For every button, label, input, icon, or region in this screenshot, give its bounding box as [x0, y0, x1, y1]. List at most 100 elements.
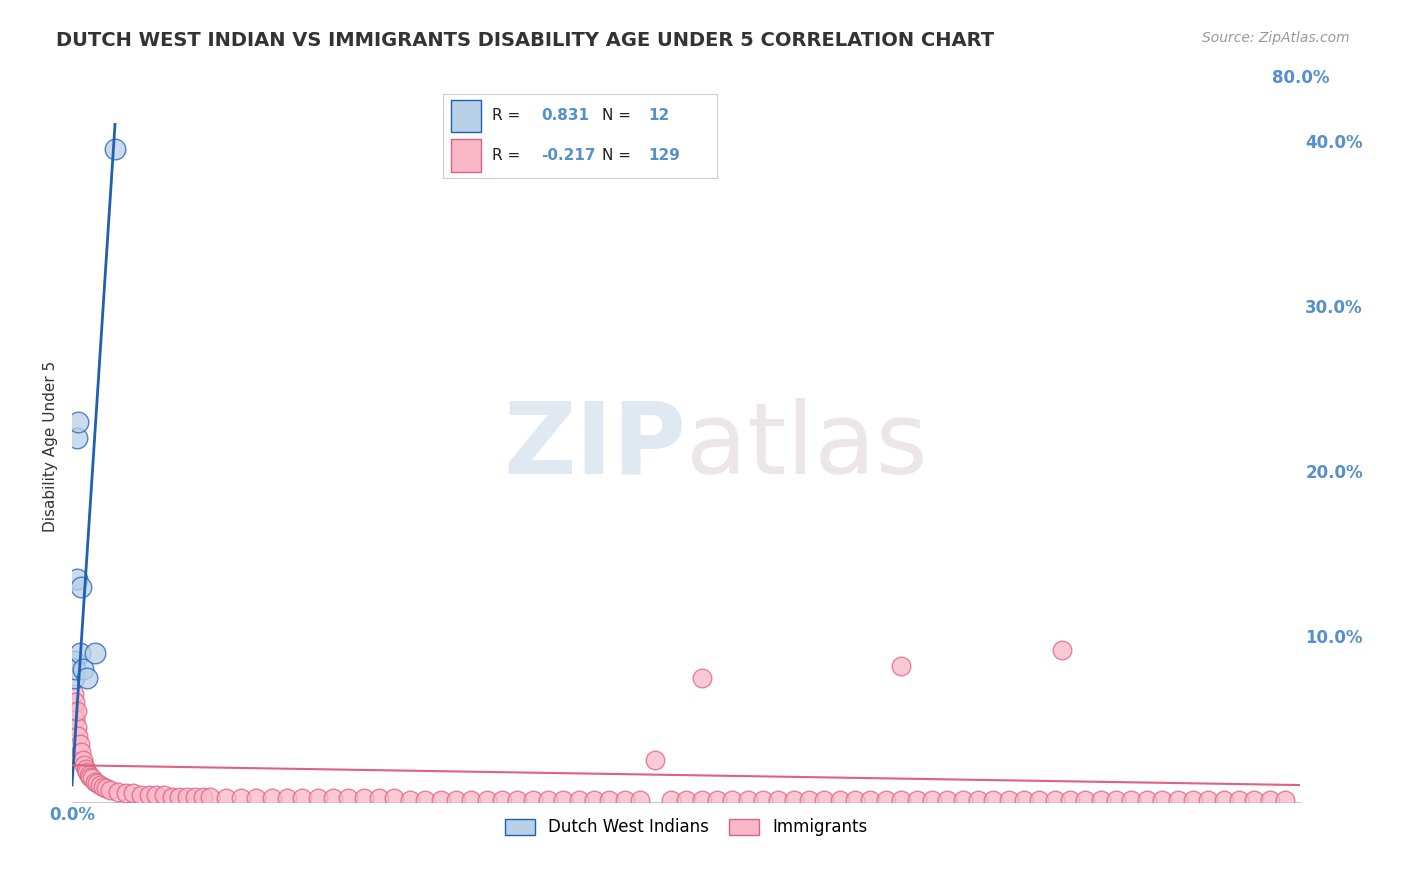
Point [107, 785, 129, 799]
Point [1243, 793, 1265, 807]
Point [1121, 793, 1143, 807]
Point [905, 793, 928, 807]
Text: 0.831: 0.831 [541, 108, 589, 123]
Point [875, 793, 897, 807]
Point [79, 770, 101, 784]
Point [444, 793, 467, 807]
Point [1052, 642, 1074, 657]
Point [936, 793, 959, 807]
Point [368, 791, 391, 805]
Point [73, 758, 96, 772]
Point [997, 793, 1019, 807]
Point [276, 791, 298, 805]
Point [153, 788, 176, 802]
Point [84, 774, 107, 789]
Point [184, 789, 207, 804]
Point [1212, 793, 1234, 807]
Point [429, 793, 451, 807]
Text: N =: N = [602, 108, 631, 123]
Point [72, 753, 94, 767]
Point [967, 793, 990, 807]
Point [89, 778, 111, 792]
Point [62, 687, 84, 701]
Point [63, 696, 86, 710]
Point [1227, 793, 1250, 807]
Point [491, 793, 513, 807]
Point [200, 789, 222, 804]
Point [398, 793, 420, 807]
Point [1136, 793, 1159, 807]
Text: DUTCH WEST INDIAN VS IMMIGRANTS DISABILITY AGE UNDER 5 CORRELATION CHART: DUTCH WEST INDIAN VS IMMIGRANTS DISABILI… [56, 31, 994, 50]
Point [245, 791, 267, 805]
Point [813, 793, 835, 807]
Point [75, 762, 97, 776]
Point [628, 793, 651, 807]
Point [86, 776, 108, 790]
Point [506, 793, 529, 807]
Point [706, 793, 728, 807]
Point [598, 793, 620, 807]
Point [675, 793, 697, 807]
Point [721, 793, 744, 807]
Point [145, 788, 167, 802]
Point [214, 791, 236, 805]
Point [737, 793, 759, 807]
Y-axis label: Disability Age Under 5: Disability Age Under 5 [44, 361, 58, 533]
Point [76, 764, 98, 779]
Text: N =: N = [602, 148, 631, 163]
Text: R =: R = [492, 108, 520, 123]
Point [229, 791, 252, 805]
Point [69, 737, 91, 751]
Point [522, 793, 544, 807]
Point [67, 729, 90, 743]
Point [70, 745, 93, 759]
Text: -0.217: -0.217 [541, 148, 596, 163]
Text: 12: 12 [648, 108, 669, 123]
Point [659, 793, 682, 807]
Point [384, 791, 406, 805]
Text: atlas: atlas [686, 398, 928, 495]
Point [169, 789, 191, 804]
Point [62, 704, 84, 718]
Point [65, 720, 87, 734]
Point [260, 791, 283, 805]
Point [553, 793, 575, 807]
Point [62, 654, 84, 668]
Point [69, 646, 91, 660]
Point [1043, 793, 1066, 807]
Point [568, 793, 591, 807]
Point [1167, 793, 1189, 807]
Point [413, 793, 436, 807]
FancyBboxPatch shape [451, 100, 481, 132]
Point [583, 793, 606, 807]
Point [1074, 793, 1097, 807]
Point [1152, 793, 1174, 807]
Point [797, 793, 820, 807]
Point [94, 781, 117, 796]
Point [76, 671, 98, 685]
Text: Source: ZipAtlas.com: Source: ZipAtlas.com [1202, 31, 1350, 45]
Point [129, 788, 152, 802]
Point [782, 793, 804, 807]
Point [1197, 793, 1219, 807]
Legend: Dutch West Indians, Immigrants: Dutch West Indians, Immigrants [498, 812, 875, 843]
Text: R =: R = [492, 148, 520, 163]
Point [768, 793, 790, 807]
Point [859, 793, 882, 807]
Point [122, 786, 145, 800]
Point [291, 791, 314, 805]
Point [752, 793, 775, 807]
Point [160, 789, 183, 804]
Point [65, 704, 87, 718]
Point [337, 791, 360, 805]
Point [1105, 793, 1128, 807]
Point [65, 431, 87, 445]
Point [353, 791, 375, 805]
Point [981, 793, 1004, 807]
Point [80, 772, 103, 786]
Point [1090, 793, 1112, 807]
Point [537, 793, 560, 807]
Point [1059, 793, 1081, 807]
Point [690, 793, 713, 807]
Point [176, 789, 198, 804]
